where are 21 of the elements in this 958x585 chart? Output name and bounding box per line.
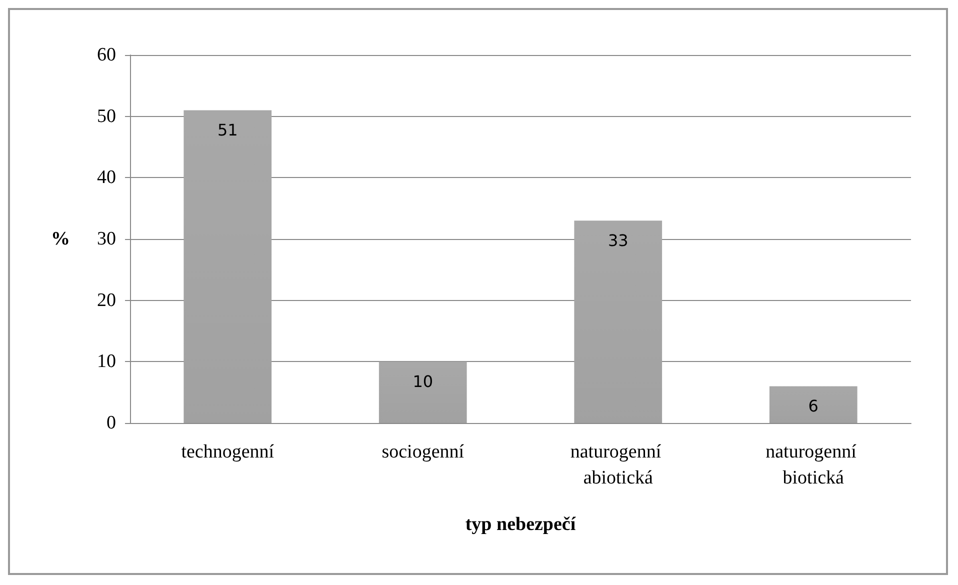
x-tick-label: naturogenní biotická bbox=[766, 442, 862, 488]
y-axis-title: % bbox=[51, 228, 70, 250]
data-label: 10 bbox=[412, 372, 434, 392]
bar bbox=[378, 362, 467, 423]
x-tick-label: technogenní bbox=[181, 442, 275, 462]
x-tick-label: naturogenní abiotická bbox=[570, 442, 666, 488]
y-tick-label: 0 bbox=[106, 412, 116, 434]
data-label: 33 bbox=[608, 231, 628, 250]
bar bbox=[769, 386, 858, 423]
y-tick-label: 20 bbox=[97, 290, 116, 311]
bar bbox=[184, 110, 272, 423]
y-tick-label: 50 bbox=[97, 106, 116, 127]
bar bbox=[574, 220, 662, 423]
y-tick-label: 30 bbox=[97, 228, 116, 250]
y-tick-label: 60 bbox=[97, 44, 116, 66]
data-label: 6 bbox=[808, 396, 818, 416]
x-axis-title: typ nebezpečí bbox=[465, 514, 576, 535]
y-tick-label: 40 bbox=[97, 167, 116, 188]
y-tick-label: 10 bbox=[97, 351, 116, 372]
data-label: 51 bbox=[217, 120, 238, 140]
x-tick-label: sociogenní bbox=[382, 442, 465, 462]
